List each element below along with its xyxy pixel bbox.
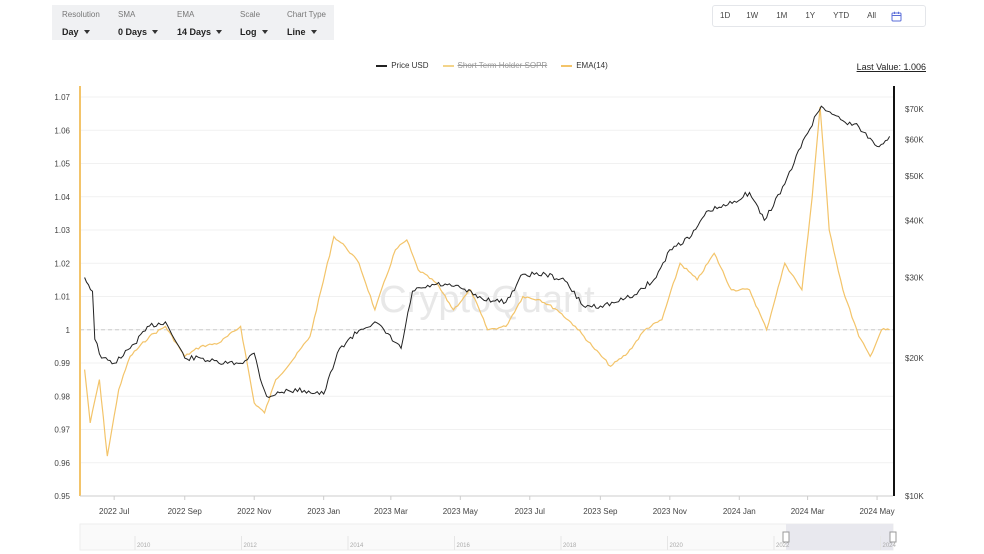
x-tick: 2023 Jan — [307, 507, 340, 516]
y-left-tick: 1.01 — [54, 293, 70, 302]
chevron-down-icon — [152, 30, 159, 34]
navigator-tick: 2020 — [670, 543, 684, 549]
navigator-handle-right[interactable] — [889, 531, 897, 543]
x-tick: 2022 Jul — [99, 507, 129, 516]
x-tick: 2023 Mar — [374, 507, 408, 516]
chevron-down-icon — [216, 30, 223, 34]
axes: 1.07 1.06 1.05 1.04 1.03 1.02 1.01 1 0.99 0.98 0.9… — [54, 86, 924, 516]
y-left-tick: 0.97 — [54, 426, 70, 435]
x-tick: 2023 Nov — [653, 507, 687, 516]
y-left-tick: 1 — [66, 326, 71, 335]
range-1y[interactable]: 1Y — [805, 11, 816, 20]
x-tick: 2023 Jul — [515, 507, 545, 516]
control-label: Scale — [240, 10, 261, 19]
y-right-tick: $30K — [905, 274, 924, 283]
control-sma[interactable]: SMA 0 Days — [108, 5, 167, 40]
x-tick: 2024 May — [859, 507, 894, 516]
y-right-tick: $60K — [905, 136, 924, 145]
navigator-tick: 2016 — [457, 543, 471, 549]
navigator-window[interactable] — [786, 524, 893, 550]
x-tick: 2023 May — [443, 507, 478, 516]
range-1d[interactable]: 1D — [720, 11, 731, 20]
y-right-tick: $70K — [905, 105, 924, 114]
control-value: Log — [240, 27, 268, 37]
navigator-tick: 2018 — [563, 543, 577, 549]
y-left-tick: 0.96 — [54, 459, 70, 468]
control-label: SMA — [118, 10, 136, 19]
control-value: Line — [287, 27, 317, 37]
chart-controls: Resolution Day SMA 0 Days EMA 14 Days Scale Log… — [52, 5, 334, 40]
navigator-tick: 2022 — [776, 543, 790, 549]
y-left-tick: 0.98 — [54, 392, 70, 401]
last-value-label: Last Value: — [856, 62, 901, 72]
series-ema-line — [84, 106, 890, 457]
navigator-tick: 2024 — [883, 543, 897, 549]
navigator-handle-left[interactable] — [782, 531, 790, 543]
range-1m[interactable]: 1M — [776, 11, 788, 20]
y-left-tick: 1.07 — [54, 93, 70, 102]
control-value: 0 Days — [118, 27, 159, 37]
control-scale[interactable]: Scale Log — [230, 5, 277, 40]
navigator-track — [79, 523, 894, 551]
legend-price[interactable]: Price USD — [376, 61, 429, 70]
x-tick: 2024 Jan — [723, 507, 756, 516]
range-1w[interactable]: 1W — [746, 11, 759, 20]
legend-price-label: Price USD — [391, 61, 429, 70]
x-tick: 2022 Nov — [237, 507, 271, 516]
navigator-tick: 2010 — [137, 543, 151, 549]
gridlines — [80, 96, 893, 497]
chevron-down-icon — [310, 30, 317, 34]
range-ytd[interactable]: YTD — [833, 11, 850, 20]
x-tick: 2023 Sep — [583, 507, 618, 516]
range-selector: 1D 1W 1M 1Y YTD All — [712, 5, 926, 27]
chevron-down-icon — [261, 30, 268, 34]
chevron-down-icon — [83, 30, 90, 34]
y-left-tick: 1.03 — [54, 226, 70, 235]
last-value-number: 1.006 — [903, 62, 926, 72]
series-price-line — [84, 105, 891, 398]
y-right-tick: $50K — [905, 172, 924, 181]
control-value: Day — [62, 27, 90, 37]
y-left-tick: 1.06 — [54, 126, 70, 135]
last-value: Last Value: 1.006 — [857, 62, 926, 72]
control-ema[interactable]: EMA 14 Days — [167, 5, 230, 40]
calendar-icon[interactable] — [885, 6, 907, 26]
y-left-tick: 1.02 — [54, 259, 70, 268]
legend-sopr[interactable]: Short Term Holder SOPR — [442, 61, 548, 70]
control-value: 14 Days — [177, 27, 223, 37]
y-left-tick: 1.05 — [54, 160, 70, 169]
control-label: Chart Type — [287, 10, 326, 19]
series-group — [84, 105, 891, 457]
legend-ema-label: EMA(14) — [576, 61, 608, 70]
x-tick: 2024 Mar — [791, 507, 825, 516]
y-right-tick: $10K — [905, 492, 924, 501]
legend-ema[interactable]: EMA(14) — [561, 61, 608, 70]
navigator-tick: 2014 — [350, 543, 364, 549]
x-tick: 2022 Sep — [168, 507, 203, 516]
legend-sopr-label: Short Term Holder SOPR — [457, 61, 548, 70]
y-left-tick: 0.95 — [54, 492, 70, 501]
y-right-tick: $40K — [905, 216, 924, 225]
navigator-tick: 2012 — [244, 543, 258, 549]
y-right-tick: $20K — [905, 354, 924, 363]
y-left-tick: 0.99 — [54, 359, 70, 368]
control-resolution[interactable]: Resolution Day — [52, 5, 108, 40]
control-label: Resolution — [62, 10, 100, 19]
range-all[interactable]: All — [867, 11, 877, 20]
chart-legend: Price USD Short Term Holder SOPR EMA(14) — [0, 61, 984, 70]
control-chart-type[interactable]: Chart Type Line — [277, 5, 332, 40]
navigator: 2010 2012 2014 2016 2018 2020 2022 2024 — [79, 523, 897, 551]
y-left-tick: 1.04 — [54, 193, 70, 202]
control-label: EMA — [177, 10, 195, 19]
